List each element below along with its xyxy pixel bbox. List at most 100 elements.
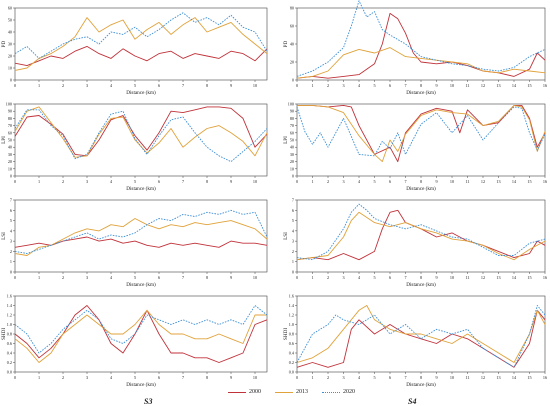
s4-shdi-xtick-label: 9 (435, 375, 437, 380)
s3-lsi-xtick-label: 4 (110, 275, 113, 280)
s4-lpi-xtick-label: 6 (389, 179, 391, 184)
s3-lsi-ytick-label: 2 (10, 249, 12, 254)
s4-pd-xtick-label: 11 (465, 83, 469, 88)
s3-shdi-xtick-label: 6 (158, 375, 160, 380)
s4-lsi-xtick-label: 12 (481, 275, 485, 280)
s4-lpi-xtick-label: 4 (358, 179, 361, 184)
s3-lsi-ytick-label: 4 (10, 228, 13, 233)
s3-shdi-xtick-label: 3 (86, 375, 88, 380)
s4-lsi-ytick-label: 7 (292, 198, 294, 203)
s3-lpi-ytick-label: 20 (8, 159, 12, 164)
s4-lsi-xtick-label: 1 (311, 275, 313, 280)
s3-pd-plot-frame (14, 7, 268, 81)
s4-lsi-ytick-label: 3 (292, 239, 294, 244)
s3-pd-xtick-label: 0 (14, 83, 16, 88)
s3-lsi-xtick-label: 8 (206, 275, 208, 280)
s3-lsi-ylabel: LSI (1, 232, 7, 240)
s3-lpi-xtick-label: 6 (158, 179, 160, 184)
legend-swatch-2020 (322, 391, 340, 393)
s4-shdi-xtick-label: 10 (450, 375, 454, 380)
s4-lpi-ytick-label: 90 (290, 109, 294, 114)
s4-pd-xtick-label: 0 (296, 83, 298, 88)
s3-pd-series-2020 (14, 12, 268, 59)
s4-pd-xtick-label: 16 (543, 83, 547, 88)
s3-shdi-ytick-label: 0.6 (7, 341, 12, 346)
s3-lpi-ytick-label: 90 (8, 109, 12, 114)
s4-lpi-ytick-label: 20 (290, 159, 294, 164)
s3-shdi-xtick-label: 2 (62, 375, 64, 380)
s3-lpi-xtick-label: 0 (14, 179, 16, 184)
s4-pd-ytick-label: 60 (290, 24, 294, 29)
s3-shdi-xlabel: Distance (km) (126, 381, 156, 388)
s3-pd-series-2000 (14, 45, 268, 67)
s4-lpi-xtick-label: 9 (435, 179, 437, 184)
s4-lsi-ytick-label: 0 (292, 270, 294, 275)
s4-lpi-ytick-label: 80 (290, 116, 294, 121)
legend-label-2013: 2013 (296, 389, 308, 395)
s4-lsi-xtick-label: 10 (450, 275, 454, 280)
s4-pd-series-2000 (296, 12, 546, 79)
s3-lsi-xtick-label: 6 (158, 275, 160, 280)
legend-label-2020: 2020 (343, 389, 355, 395)
s4-shdi-xtick-label: 14 (512, 375, 517, 380)
s3-pd-xtick-label: 7 (182, 83, 184, 88)
s4-lpi-series-2013 (297, 104, 546, 163)
s3-lpi-xtick-label: 1 (38, 179, 40, 184)
s4-lsi-ytick-label: 4 (292, 228, 295, 233)
s3-lpi-series-2000 (14, 106, 268, 157)
s4-lsi-xtick-label: 14 (512, 275, 517, 280)
s3-lpi-ytick-label: 10 (8, 166, 12, 171)
s3-pd-ytick-label: 30 (8, 42, 12, 47)
s3-pd-xtick-label: 2 (62, 83, 64, 88)
s4-lpi-ytick-label: 70 (290, 123, 294, 128)
s3-pd-xtick-label: 4 (110, 83, 113, 88)
s3-lsi-xtick-label: 2 (62, 275, 64, 280)
s3-pd-xtick-label: 3 (86, 83, 88, 88)
s4-pd-series-2020 (296, 0, 546, 77)
s3-shdi-ytick-label: 0.2 (7, 360, 12, 365)
s3-lpi-plot-frame (14, 103, 268, 177)
s4-shdi-ytick-label: 0.2 (289, 360, 294, 365)
panel-label-left: S3 (144, 397, 153, 406)
s4-lsi-xtick-label: 11 (465, 275, 469, 280)
s3-shdi-series-2000 (14, 305, 268, 363)
s4-lsi-xtick-label: 8 (420, 275, 422, 280)
s3-lpi-ytick-label: 30 (8, 152, 12, 157)
s4-pd-xtick-label: 4 (358, 83, 361, 88)
s4-pd-xtick-label: 9 (435, 83, 437, 88)
s4-lpi-xtick-label: 7 (404, 179, 406, 184)
s4-lsi-xtick-label: 3 (342, 275, 344, 280)
s3-lsi-series-2000 (14, 236, 268, 248)
s4-shdi-ytick-label: 1.0 (289, 322, 294, 327)
s4-pd-ytick-label: 20 (290, 60, 294, 65)
s4-pd-xtick-label: 8 (420, 83, 422, 88)
s3-shdi-xtick-label: 0 (14, 375, 16, 380)
s4-lsi-ytick-label: 5 (292, 218, 294, 223)
s4-pd-xtick-label: 3 (342, 83, 344, 88)
s3-pd-xtick-label: 8 (206, 83, 208, 88)
s3-lpi-xlabel: Distance (km) (126, 185, 156, 192)
s4-shdi-xtick-label: 11 (465, 375, 469, 380)
s4-shdi-series-2020 (296, 305, 546, 368)
s3-lpi-ytick-label: 50 (8, 138, 12, 143)
s4-lpi-xtick-label: 3 (342, 179, 344, 184)
s4-shdi-series-2013 (296, 305, 546, 363)
s4-lpi-ytick-label: 50 (290, 138, 294, 143)
s4-shdi-xtick-label: 1 (311, 375, 313, 380)
legend: 2000 2013 2020 (228, 389, 355, 395)
s3-lsi-xtick-label: 0 (14, 275, 16, 280)
s3-lpi-xtick-label: 10 (253, 179, 257, 184)
s4-lpi-ytick-label: 100 (288, 102, 294, 107)
s4-shdi-xtick-label: 12 (481, 375, 485, 380)
s4-lsi-series-2000 (296, 209, 546, 261)
s3-shdi-ytick-label: 0.8 (7, 332, 12, 337)
s4-pd-xtick-label: 2 (327, 83, 329, 88)
s4-lsi-xtick-label: 9 (435, 275, 437, 280)
s3-pd-ytick-label: 10 (8, 66, 12, 71)
s4-pd-xtick-label: 12 (481, 83, 485, 88)
legend-item-2000: 2000 (228, 389, 261, 395)
s3-lpi-xtick-label: 9 (230, 179, 232, 184)
s3-lpi-ytick-label: 40 (8, 145, 12, 150)
s4-pd-ytick-label: 40 (290, 42, 294, 47)
